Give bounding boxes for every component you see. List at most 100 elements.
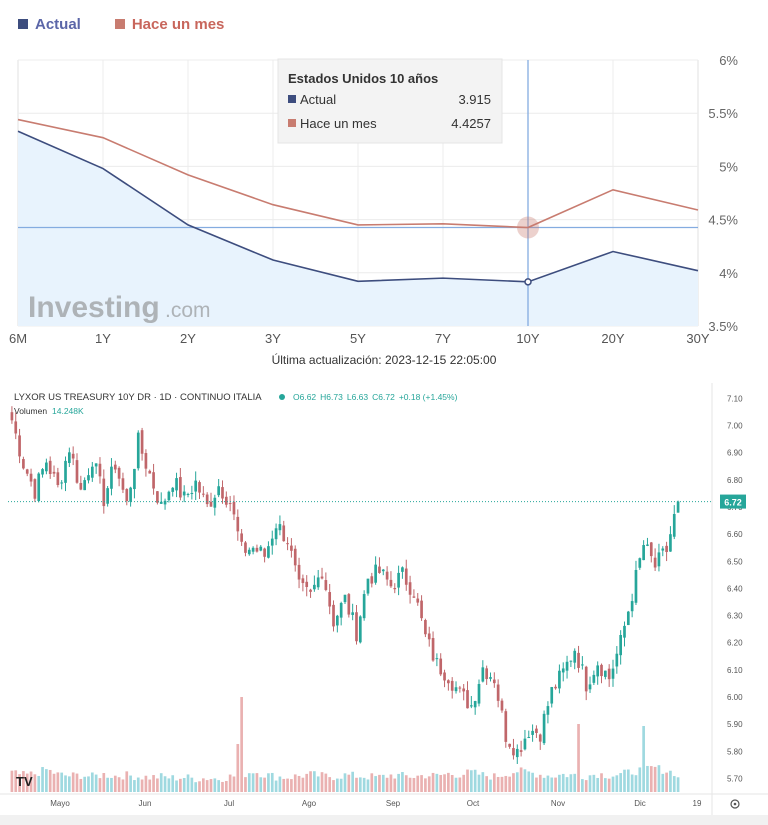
candle-body: [309, 589, 312, 592]
volume-bar: [561, 773, 565, 792]
candle-body: [512, 748, 515, 756]
candle-body: [492, 679, 496, 684]
volume-bar: [485, 776, 488, 792]
candle-body: [443, 672, 446, 681]
candle-body: [596, 665, 600, 677]
candle-body: [217, 486, 220, 496]
candle-body: [52, 471, 56, 474]
candle-body: [71, 453, 75, 459]
tooltip-row-label: Hace un mes: [300, 116, 377, 131]
candle-body: [205, 494, 209, 505]
candle-body: [584, 666, 588, 692]
volume-bar: [358, 777, 362, 792]
tooltip-swatch: [288, 95, 296, 103]
volume-bar: [171, 775, 175, 792]
yield-curve-chart[interactable]: 3.5% 4% 4.5% 5% 5.5% 6% Investing .com 6M 1Y 2Y 3Y 5…: [0, 40, 768, 350]
volume-bar: [378, 774, 381, 792]
legend-item-month-ago[interactable]: Hace un mes: [114, 16, 224, 33]
candle-body: [152, 472, 155, 489]
volume-bar: [496, 776, 500, 792]
candle-body: [290, 545, 293, 551]
volume-bar: [14, 770, 18, 792]
candle-body: [358, 616, 362, 643]
volume-bar: [343, 773, 347, 792]
volume-bar: [75, 773, 79, 792]
candle-body: [267, 546, 270, 558]
candle-body: [33, 479, 37, 499]
candle-body: [385, 571, 389, 580]
volume-bar: [41, 767, 44, 792]
candle-body: [25, 469, 29, 474]
volume-bar: [64, 775, 67, 792]
candle-body: [190, 493, 194, 495]
price-candlestick-chart[interactable]: 5.70 5.80 5.90 6.00 6.10 6.20 6.30 6.40 6.50 6.60…: [0, 383, 768, 815]
price-tick-label: 7.00: [727, 422, 743, 431]
volume-bar: [404, 775, 408, 792]
volume-bar: [427, 776, 431, 792]
candle-body: [389, 579, 393, 587]
volume-bar: [397, 773, 400, 792]
candle-body: [412, 596, 416, 598]
volume-bar: [270, 772, 274, 792]
price-tick-label: 6.40: [727, 584, 743, 593]
candle-body: [22, 459, 25, 469]
candle-body: [531, 730, 534, 735]
volume-bar: [615, 775, 619, 792]
volume-bar: [121, 779, 125, 792]
volume-bar: [588, 775, 592, 792]
y-tick-label: 5%: [719, 159, 738, 174]
x-tick-label: 10Y: [516, 331, 539, 346]
volume-bar: [313, 771, 316, 792]
time-tick-label: Sep: [386, 799, 401, 808]
volume-bar: [611, 776, 615, 792]
candle-body: [29, 473, 33, 482]
candle-body: [228, 503, 232, 505]
candle-body: [489, 677, 492, 679]
candle-body: [355, 612, 358, 642]
volume-bar: [293, 774, 297, 792]
candle-body: [508, 743, 511, 747]
volume-bar: [156, 778, 159, 792]
candle-body: [481, 667, 485, 682]
candle-body: [213, 497, 217, 508]
volume-bar: [18, 774, 21, 792]
volume-bar: [458, 777, 462, 792]
candle-body: [167, 491, 171, 501]
volume-bar: [29, 771, 33, 792]
candle-body: [224, 496, 228, 505]
candle-body: [68, 452, 71, 464]
legend-item-actual[interactable]: Actual: [18, 16, 81, 33]
y-tick-label: 3.5%: [708, 319, 738, 334]
candle-body: [274, 528, 278, 540]
tooltip-row-label: Actual: [300, 92, 336, 107]
candle-body: [504, 711, 508, 742]
volume-bar: [366, 779, 370, 792]
candle-body: [171, 487, 175, 492]
candle-body: [565, 661, 569, 671]
volume-bar: [175, 780, 178, 792]
candle-body: [347, 594, 351, 615]
volume-bar: [546, 775, 550, 792]
candle-body: [473, 700, 477, 708]
x-tick-label: 30Y: [686, 331, 709, 346]
volume-bar: [163, 776, 167, 792]
settings-gear-icon[interactable]: [730, 799, 740, 809]
candle-body: [450, 680, 454, 691]
volume-bar: [558, 774, 561, 792]
volume-bar: [527, 771, 531, 792]
volume-bar: [117, 777, 121, 792]
volume-bar: [198, 781, 201, 792]
candle-body: [416, 598, 420, 603]
volume-bar: [649, 766, 653, 792]
volume-bar: [25, 773, 29, 792]
volume-bar: [512, 773, 515, 792]
tooltip-row-value: 3.915: [458, 92, 491, 107]
volume-bar: [224, 780, 228, 792]
volume-bar: [83, 776, 86, 792]
last-update-text: Última actualización: 2023-12-15 22:05:0…: [271, 353, 497, 367]
instrument-title: LYXOR US TREASURY 10Y DR · 1D · CONTINUO…: [14, 392, 262, 403]
candle-body: [106, 488, 109, 504]
volume-bar: [274, 780, 278, 792]
candle-body: [458, 687, 462, 689]
volume-bar: [424, 778, 427, 792]
